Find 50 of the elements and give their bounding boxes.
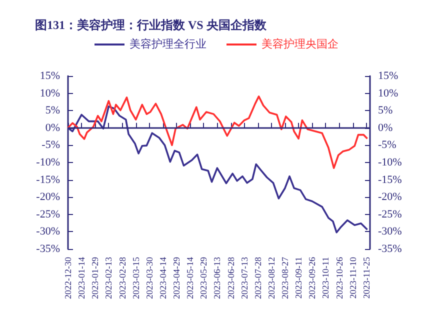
y2-tick-label: -10% [378, 156, 402, 168]
y-tick-label: -30% [36, 226, 60, 238]
y-tick-label: -5% [42, 139, 60, 152]
line-series [67, 96, 368, 169]
x-tick-label: 2023-10-26 [334, 256, 344, 299]
y2-tick-label: -5% [378, 139, 396, 152]
x-tick-label: 2022-12-30 [63, 256, 73, 299]
y-tick-label: -15% [36, 174, 60, 186]
y-tick-label: 0% [45, 122, 60, 134]
x-tick-label: 2023-02-13 [104, 256, 114, 299]
y2-tick-label: -35% [378, 243, 402, 255]
y-tick-label: -20% [36, 191, 60, 204]
legend-label: 美容护理全行业 [130, 38, 206, 50]
chart-title: 图131：美容护理：行业指数 VS 央国企指数 [35, 18, 268, 32]
x-tick-label: 2023-02-28 [117, 256, 128, 299]
y2-tick-label: -30% [378, 226, 402, 238]
x-tick-label: 2023-01-14 [76, 256, 87, 299]
x-tick-label: 2023-11-25 [361, 256, 372, 299]
y-tick-label: -10% [36, 156, 60, 168]
x-tick-label: 2023-08-12 [266, 257, 276, 299]
x-tick-label: 2023-09-26 [307, 256, 318, 299]
x-tick-label: 2023-05-14 [185, 256, 196, 299]
x-tick-label: 2023-04-29 [172, 256, 182, 299]
y-tick-label: 15% [40, 70, 60, 82]
x-tick-label: 2023-06-13 [212, 256, 222, 299]
x-tick-label: 2023-01-29 [90, 256, 100, 299]
x-tick-label: 2023-09-11 [294, 257, 304, 299]
y2-tick-label: -15% [378, 174, 402, 186]
x-tick-label: 2023-03-15 [130, 256, 141, 299]
legend-label: 美容护理央国企 [262, 38, 338, 50]
x-tick-label: 2023-11-10 [348, 256, 358, 299]
y-tick-label: -25% [36, 208, 60, 220]
x-tick-label: 2023-03-30 [144, 256, 154, 299]
x-tick-label: 2023-04-14 [158, 256, 168, 299]
y2-tick-label: 5% [378, 104, 393, 117]
y2-tick-label: 0% [378, 122, 393, 134]
y2-tick-label: 10% [378, 87, 398, 100]
y-tick-label: 5% [45, 104, 60, 117]
x-tick-label: 2023-06-28 [226, 256, 236, 299]
y2-tick-label: -25% [378, 208, 402, 220]
x-tick-label: 2023-08-27 [280, 256, 290, 299]
x-tick-label: 2023-05-29 [198, 256, 209, 299]
line-series [67, 106, 368, 234]
x-tick-label: 2023-10-11 [320, 257, 331, 299]
y-tick-label: -35% [36, 243, 60, 255]
x-tick-label: 2023-07-13 [239, 256, 250, 299]
y2-tick-label: 15% [378, 70, 398, 82]
y-tick-label: 10% [40, 87, 60, 100]
x-tick-label: 2023-07-28 [252, 256, 263, 299]
y2-tick-label: -20% [378, 191, 402, 204]
